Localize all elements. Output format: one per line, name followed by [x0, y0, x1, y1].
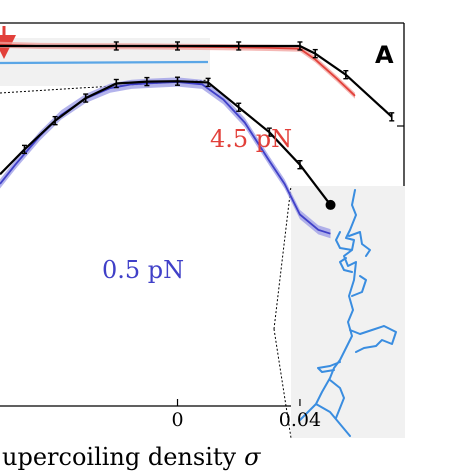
model-line-series-0: [0, 44, 393, 118]
x-axis-label: upercoiling density σ: [2, 443, 261, 471]
x-axis-ticks: 0 0.04: [171, 399, 321, 431]
panel-label: A: [375, 41, 394, 69]
band-series-1: [0, 77, 331, 239]
band-series-0: [0, 41, 355, 99]
inset-connector-upper: [273, 185, 292, 330]
series-label-0-5pN: 0.5 pN: [102, 256, 184, 284]
inset-box: [291, 186, 405, 438]
model-lines: [0, 44, 393, 206]
model-line-series-1: [0, 80, 332, 206]
confidence-bands: [0, 41, 355, 239]
highlight-point: [325, 199, 336, 210]
series-label-4-5pN: 4.5 pN: [210, 125, 292, 153]
sim-line-series-1: [0, 81, 331, 235]
model-markers: [21, 41, 395, 210]
x-tick-label-1: 0.04: [279, 409, 321, 431]
inset-line: [0, 60, 209, 65]
right-inset: [273, 185, 405, 439]
dna-molecule-drawing: [299, 189, 397, 437]
x-tick-label-0: 0: [171, 409, 183, 431]
